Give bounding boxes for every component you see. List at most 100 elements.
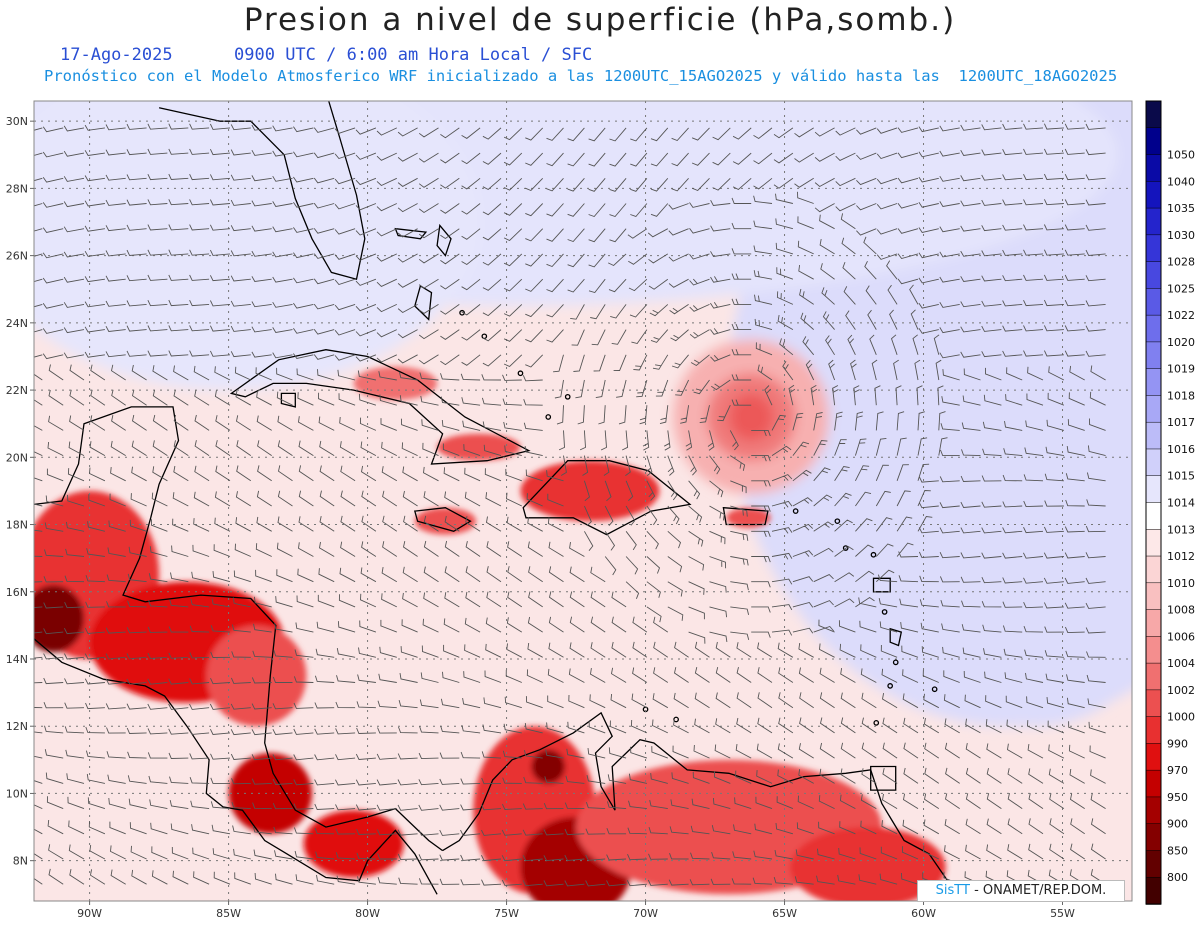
colorbar-swatch xyxy=(1145,448,1162,477)
colorbar-label: 1008 xyxy=(1167,604,1195,617)
colorbar-swatch xyxy=(1145,314,1162,343)
land-low-pressure xyxy=(353,366,438,401)
pacific-coast xyxy=(34,638,438,895)
colorbar-swatch xyxy=(1145,502,1162,531)
small-island xyxy=(881,609,888,615)
colorbar-swatch xyxy=(1145,555,1162,584)
andros-island xyxy=(414,284,433,321)
colorbar-swatch xyxy=(1145,662,1162,691)
colorbar-label: 1035 xyxy=(1167,202,1195,215)
colorbar-swatch xyxy=(1145,796,1162,825)
colorbar-swatch xyxy=(1145,100,1162,129)
colorbar-label: 1010 xyxy=(1167,577,1195,590)
lat-tick-label: 8N xyxy=(13,855,28,868)
colorbar-swatch xyxy=(1145,582,1162,611)
colorbar-label: 800 xyxy=(1167,871,1188,884)
lat-tick-label: 28N xyxy=(6,182,28,195)
colorbar-swatch xyxy=(1145,769,1162,798)
forecast-date: 17-Ago-2025 xyxy=(60,45,173,65)
land-low-pressure xyxy=(228,753,312,834)
lat-tick-label: 18N xyxy=(6,519,28,532)
colorbar-swatch xyxy=(1145,234,1162,263)
lon-tick-label: 75W xyxy=(494,907,519,920)
colorbar-label: 1016 xyxy=(1167,443,1195,456)
small-island xyxy=(834,518,841,525)
jamaica xyxy=(413,507,472,533)
small-island xyxy=(459,309,465,316)
colorbar-swatch xyxy=(1145,475,1162,504)
colorbar-swatch xyxy=(1145,421,1162,450)
colorbar-label: 1013 xyxy=(1167,523,1195,536)
colorbar-label: 1000 xyxy=(1167,711,1195,724)
yucatan-coast xyxy=(34,406,443,852)
pressure-colorbar: 1050 1040 1035 1030 1028 1025 1022 1020 1019 1018… xyxy=(1145,100,1195,905)
small-island xyxy=(931,686,938,693)
guadeloupe xyxy=(872,577,891,593)
colorbar-frame xyxy=(1145,100,1162,905)
colorbar-swatch xyxy=(1145,368,1162,397)
high-pressure-area xyxy=(909,490,1132,727)
land-low-pressure xyxy=(531,749,565,784)
lat-tick-label: 24N xyxy=(6,317,28,330)
puerto-rico xyxy=(722,506,769,526)
lon-tick-label: 90W xyxy=(77,907,102,920)
lon-tick-label: 55W xyxy=(1050,907,1075,920)
high-pressure-area xyxy=(34,101,479,391)
small-island xyxy=(545,414,552,420)
axis-ticks: 90W 85W 80W 75W 70W 65W 60W 55W 30N 28N 26N 24N 22N 2… xyxy=(6,115,1075,920)
colorbar-swatch xyxy=(1145,850,1162,878)
colorbar-swatch xyxy=(1145,181,1162,209)
land-low-pressure xyxy=(726,507,771,528)
wind-barbs xyxy=(34,123,1106,887)
martinique xyxy=(889,627,903,647)
colorbar-swatch xyxy=(1145,127,1162,156)
lat-tick-label: 12N xyxy=(6,720,28,733)
south-america-coast xyxy=(442,711,966,901)
small-island xyxy=(564,393,571,400)
colorbar-label: 1030 xyxy=(1167,229,1195,242)
forecast-valid-time: 0900 UTC / 6:00 am Hora Local / SFC xyxy=(234,45,593,65)
abaco xyxy=(436,223,452,257)
hispaniola xyxy=(522,460,692,536)
credit-agency: - ONAMET/REP.DOM. xyxy=(969,883,1107,898)
colorbar-label: 1040 xyxy=(1167,175,1195,188)
colorbar-swatch xyxy=(1145,609,1162,638)
colorbar-swatch xyxy=(1145,743,1162,771)
land-low-pressure xyxy=(206,625,307,727)
land-low-pressure xyxy=(437,433,521,461)
lat-tick-label: 14N xyxy=(6,653,28,666)
colorbar-label: 990 xyxy=(1167,737,1188,750)
colorbar-label: 900 xyxy=(1167,818,1188,831)
colorbar-label: 1015 xyxy=(1167,470,1195,483)
colorbar-swatch xyxy=(1145,529,1162,557)
colorbar-swatch xyxy=(1145,207,1162,236)
colorbar-swatch xyxy=(1145,823,1162,852)
colorbar-label: 1017 xyxy=(1167,416,1195,429)
grand-bahama xyxy=(394,227,428,240)
small-island xyxy=(870,551,877,558)
credit-brand: SisTT xyxy=(935,883,970,898)
land-low-pressure xyxy=(520,460,660,522)
colorbar-label: 850 xyxy=(1167,844,1188,857)
colorbar-swatch xyxy=(1145,636,1162,664)
lon-tick-label: 80W xyxy=(355,907,380,920)
colorbar-label: 1050 xyxy=(1167,149,1195,162)
lat-tick-label: 20N xyxy=(6,451,28,464)
colorbar-label: 1018 xyxy=(1167,389,1195,402)
forecast-datetime: 17-Ago-2025 0900 UTC / 6:00 am Hora Loca… xyxy=(60,45,592,65)
colorbar-label: 950 xyxy=(1167,791,1188,804)
pressure-field xyxy=(34,101,1132,727)
small-island xyxy=(517,370,524,377)
colorbar-label: 970 xyxy=(1167,764,1188,777)
small-island xyxy=(887,683,894,689)
lat-lon-grid xyxy=(34,101,1132,901)
lat-tick-label: 26N xyxy=(6,250,28,263)
map-frame xyxy=(33,100,1133,902)
colorbar-label: 1002 xyxy=(1167,684,1195,697)
wind-barb-field xyxy=(34,123,1106,887)
colorbar-label: 1028 xyxy=(1167,256,1195,269)
colorbar-swatch xyxy=(1145,154,1162,183)
colorbar-label: 1006 xyxy=(1167,630,1195,643)
colorbar-label: 1022 xyxy=(1167,309,1195,322)
colorbar-swatch xyxy=(1145,341,1162,370)
